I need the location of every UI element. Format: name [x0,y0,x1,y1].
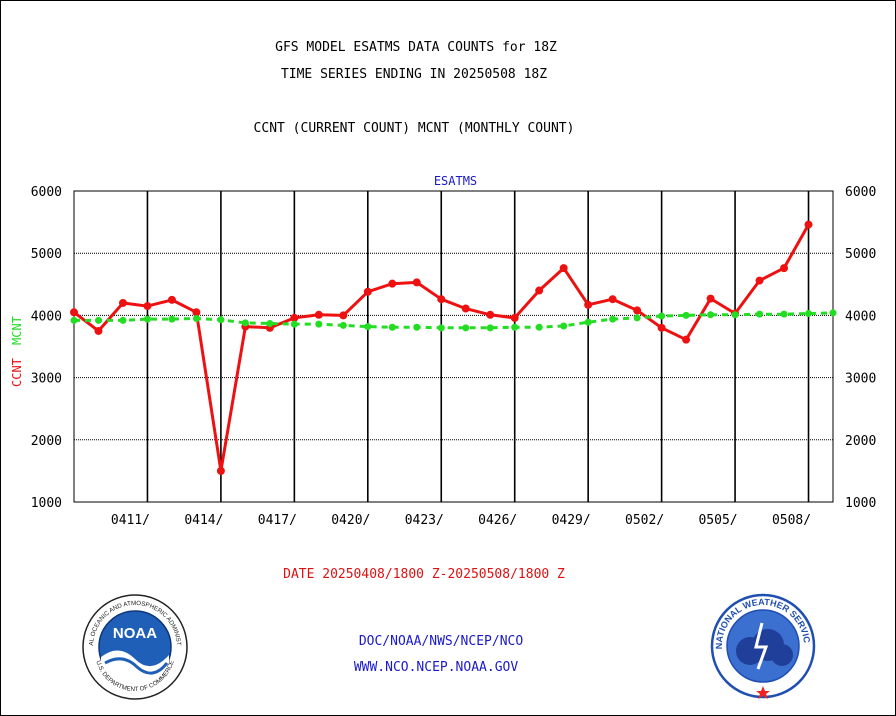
y-tick-label-left: 5000 [31,247,62,262]
data-point-mcnt [315,320,323,328]
data-point-ccnt [216,466,225,475]
data-point-ccnt [192,308,201,317]
data-point-ccnt [143,302,152,311]
y-tick-label-right: 1000 [845,496,876,511]
data-point-mcnt [633,314,641,322]
plot-frame [73,190,834,503]
panel-title: ESATMS [434,174,477,188]
data-point-mcnt [70,316,78,324]
website-label: WWW.NCO.NCEP.NOAA.GOV [353,660,519,675]
data-point-mcnt [217,316,225,324]
data-point-mcnt [192,315,200,323]
chart-title-line-1: GFS MODEL ESATMS DATA COUNTS for 18Z [275,40,557,55]
data-point-ccnt [608,295,617,304]
noaa-logo-text: NOAA [113,625,157,642]
y-tick-label-right: 3000 [845,372,876,387]
x-tick-label: 0429/ [552,513,591,528]
y-axis-label-ccnt: CCNT [10,358,24,387]
data-point-ccnt [559,264,568,273]
data-point-mcnt [511,323,519,331]
y-axis-label-mcnt: MCNT [10,316,24,345]
data-point-ccnt [118,298,127,307]
data-point-ccnt [510,313,519,322]
data-point-mcnt [290,320,298,328]
data-point-mcnt [413,323,421,331]
data-point-mcnt [266,319,274,327]
data-point-ccnt [755,276,764,285]
data-point-ccnt [461,304,470,313]
x-tick-label: 0505/ [698,513,737,528]
x-tick-label: 0502/ [625,513,664,528]
data-point-mcnt [388,323,396,331]
y-tick-label-right: 6000 [845,185,876,200]
chart-title-line-3: CCNT (CURRENT COUNT) MCNT (MONTHLY COUNT… [253,121,575,136]
data-point-ccnt [657,323,666,332]
x-tick-label: 0508/ [772,513,811,528]
data-point-ccnt [584,300,593,309]
data-point-ccnt [706,294,715,303]
y-tick-label-left: 1000 [31,496,62,511]
org-path-label: DOC/NOAA/NWS/NCEP/NCO [358,634,524,649]
data-point-ccnt [437,295,446,304]
y-tick-label-left: 4000 [31,309,62,324]
x-tick-label: 0423/ [405,513,444,528]
data-point-ccnt [290,313,299,322]
data-point-mcnt [780,310,788,318]
data-point-mcnt [119,316,127,324]
data-point-mcnt [805,310,813,318]
y-tick-label-left: 6000 [31,185,62,200]
x-tick-label: 0420/ [331,513,370,528]
date-range-label: DATE 20250408/1800 Z-20250508/1800 Z [283,567,565,582]
data-point-ccnt [314,310,323,319]
data-point-ccnt [70,308,78,317]
data-point-ccnt [94,326,103,335]
data-point-mcnt [560,322,568,330]
x-tick-label: 0417/ [258,513,297,528]
y-tick-label-left: 2000 [31,434,62,449]
data-point-mcnt [535,323,543,331]
data-point-mcnt [829,309,837,317]
data-point-mcnt [143,315,151,323]
x-tick-label: 0426/ [478,513,517,528]
data-point-mcnt [462,324,470,332]
data-point-ccnt [339,311,348,320]
nws-logo: NATIONAL WEATHER SERVICE [710,593,816,699]
data-point-mcnt [707,311,715,319]
data-point-mcnt [486,324,494,332]
data-point-mcnt [731,311,739,319]
series-line-mcnt [74,311,834,330]
data-point-mcnt [437,324,445,332]
data-point-mcnt [241,319,249,327]
data-point-mcnt [658,312,666,320]
x-tick-label: 0414/ [184,513,223,528]
data-point-mcnt [339,321,347,329]
data-point-ccnt [535,286,544,295]
y-tick-label-left: 3000 [31,372,62,387]
data-point-mcnt [168,315,176,323]
data-point-mcnt [756,310,764,318]
data-point-mcnt [364,323,372,331]
y-tick-label-right: 5000 [845,247,876,262]
data-point-mcnt [682,311,690,319]
data-point-ccnt [388,279,397,288]
data-point-ccnt [633,306,642,315]
data-point-ccnt [682,335,691,344]
data-point-ccnt [167,295,176,304]
data-point-mcnt [609,315,617,323]
data-point-ccnt [412,278,421,287]
data-point-ccnt [780,264,789,273]
chart-title-line-2: TIME SERIES ENDING IN 20250508 18Z [280,67,548,82]
y-tick-label-right: 2000 [845,434,876,449]
data-point-ccnt [486,310,495,319]
data-point-ccnt [804,220,813,229]
data-point-mcnt [94,316,102,324]
noaa-logo: NOAA NATIONAL OCEANIC AND ATMOSPHERIC AD… [81,593,188,700]
data-point-ccnt [363,287,372,296]
data-point-mcnt [584,318,592,326]
x-tick-label: 0411/ [111,513,150,528]
y-tick-label-right: 4000 [845,309,876,324]
